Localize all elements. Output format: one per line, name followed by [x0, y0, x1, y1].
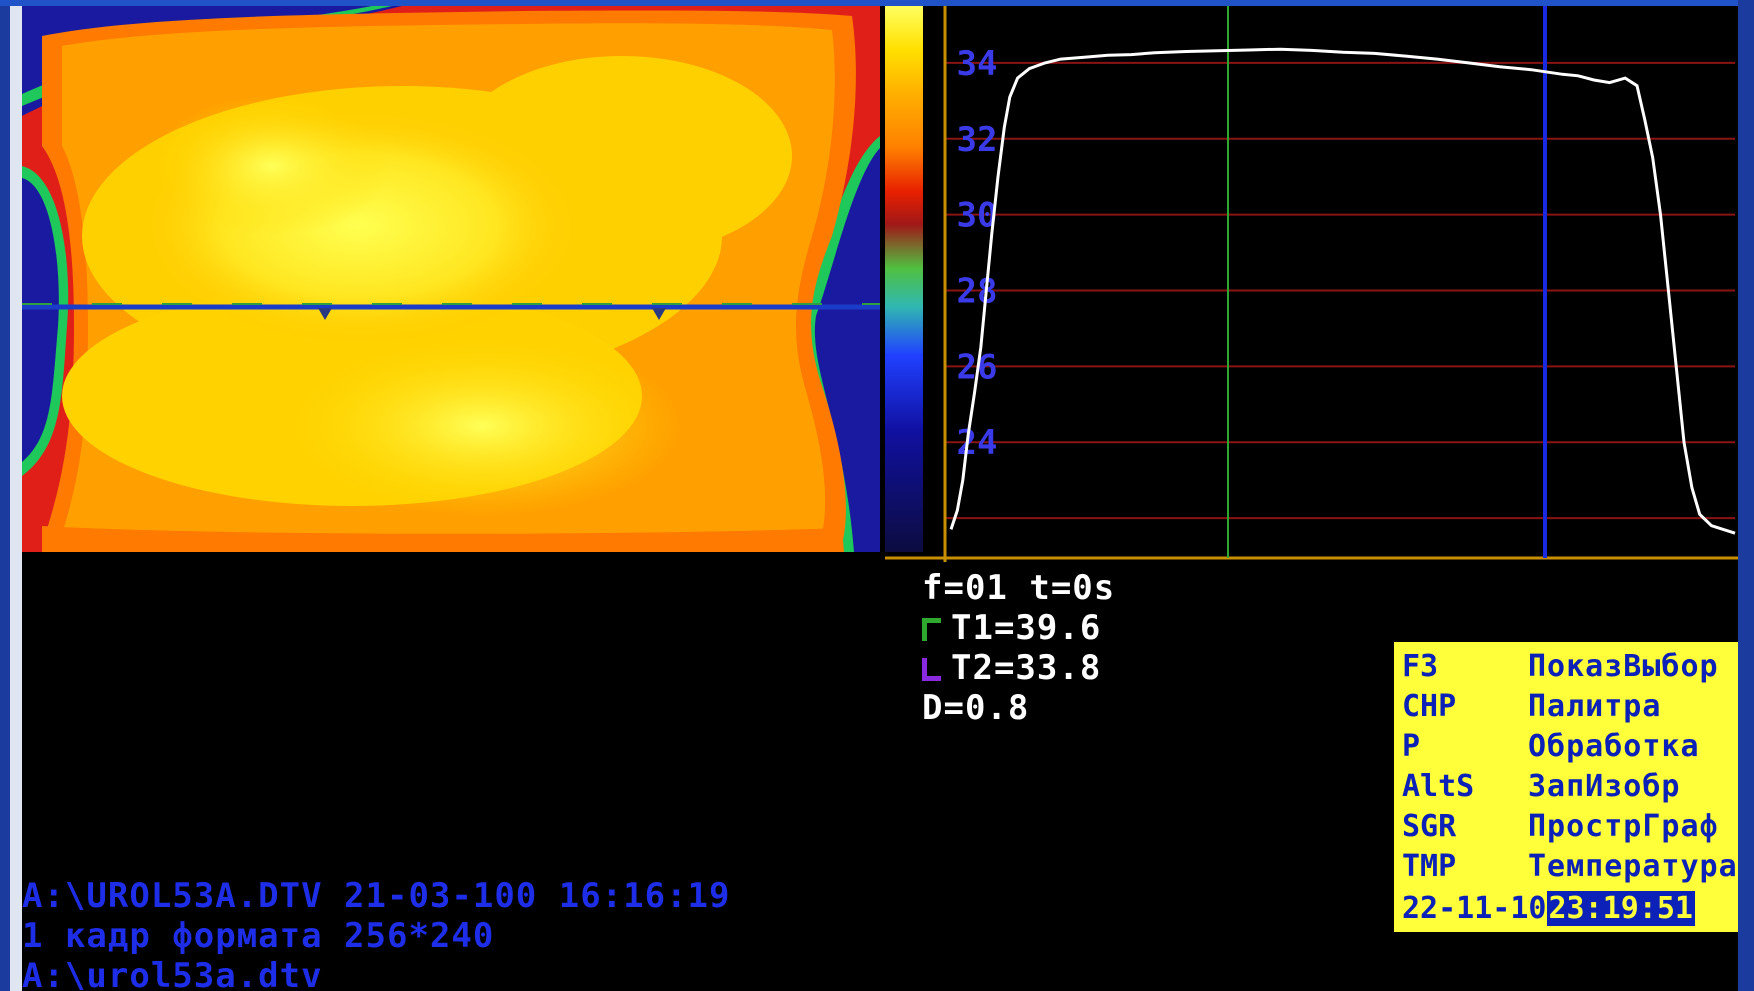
window-frame-top: [0, 0, 1754, 6]
t1-value: T1=39.6: [951, 608, 1102, 648]
clock-time: 23:19:51: [1546, 891, 1695, 926]
t2-value: T2=33.8: [951, 648, 1102, 688]
t2-readout: T2=33.8: [922, 648, 1115, 688]
menu-key: CHP: [1402, 689, 1457, 724]
file-info-line: A:\UROL53A.DTV 21-03-100 16:16:19: [22, 876, 731, 916]
graph-plot-area: [945, 6, 1735, 562]
scan-marker-2: [652, 308, 666, 320]
menu-key: TMP: [1402, 849, 1457, 884]
window-frame-right: [1738, 0, 1754, 991]
cursor2-marker-icon: [922, 658, 941, 681]
menu-key: F3: [1402, 649, 1439, 684]
menu-label: ПрострГраф: [1528, 809, 1719, 844]
menu-item-palette[interactable]: CHP Палитра: [1402, 690, 1738, 724]
function-key-menu: F3 ПоказВыбор CHP Палитра P Обработка Al…: [1394, 642, 1738, 932]
menu-label: ЗапИзобр: [1528, 769, 1681, 804]
cursor1-marker-icon: [922, 618, 941, 641]
menu-key: SGR: [1402, 809, 1457, 844]
menu-item-temperature[interactable]: TMP Температура: [1402, 850, 1738, 884]
clock-date: 22-11-10: [1402, 891, 1547, 926]
menu-label: ПоказВыбор: [1528, 649, 1719, 684]
y-tick-label: 32: [957, 120, 998, 160]
y-tick-label: 28: [957, 271, 998, 311]
menu-label: Палитра: [1528, 689, 1662, 724]
temperature-color-scale: [885, 6, 923, 552]
menu-item-processing[interactable]: P Обработка: [1402, 730, 1738, 764]
menu-item-show-select[interactable]: F3 ПоказВыбор: [1402, 650, 1738, 684]
frame-info: f=01 t=0s: [922, 568, 1116, 608]
menu-key: P: [1402, 729, 1421, 764]
file-path-line: A:\urol53a.dtv: [22, 956, 323, 991]
measurement-readout: f=01 t=0s T1=39.6 T2=33.8 D=0.8: [922, 568, 1115, 728]
thermogram-image[interactable]: [22, 6, 880, 552]
thermo-bottom-edge: [42, 526, 844, 552]
y-tick-label: 30: [957, 196, 998, 236]
menu-label: Температура: [1528, 849, 1738, 884]
window-frame-edge: [10, 0, 22, 991]
menu-label: Обработка: [1528, 729, 1700, 764]
file-status-block: A:\UROL53A.DTV 21-03-100 16:16:19 1 кадр…: [22, 876, 731, 991]
frame-format-line: 1 кадр формата 256*240: [22, 916, 495, 956]
menu-item-save-image[interactable]: AltS ЗапИзобр: [1402, 770, 1738, 804]
temperature-profile-line: [949, 47, 1736, 535]
thermal-viewer-screen: 34 32 30 28 26 24 f=01 t=0s T1=39.6 T2=33.8 D…: [22, 6, 1738, 991]
system-clock: 22-11-1023:19:51: [1402, 890, 1695, 928]
t1-readout: T1=39.6: [922, 608, 1115, 648]
menu-key: AltS: [1402, 769, 1475, 804]
scan-marker-1: [318, 308, 332, 320]
y-tick-label: 34: [957, 44, 998, 84]
y-tick-label: 24: [957, 423, 998, 463]
window-frame-left: [0, 0, 10, 991]
delta-readout: D=0.8: [922, 688, 1030, 728]
menu-item-spatial-graph[interactable]: SGR ПрострГраф: [1402, 810, 1738, 844]
